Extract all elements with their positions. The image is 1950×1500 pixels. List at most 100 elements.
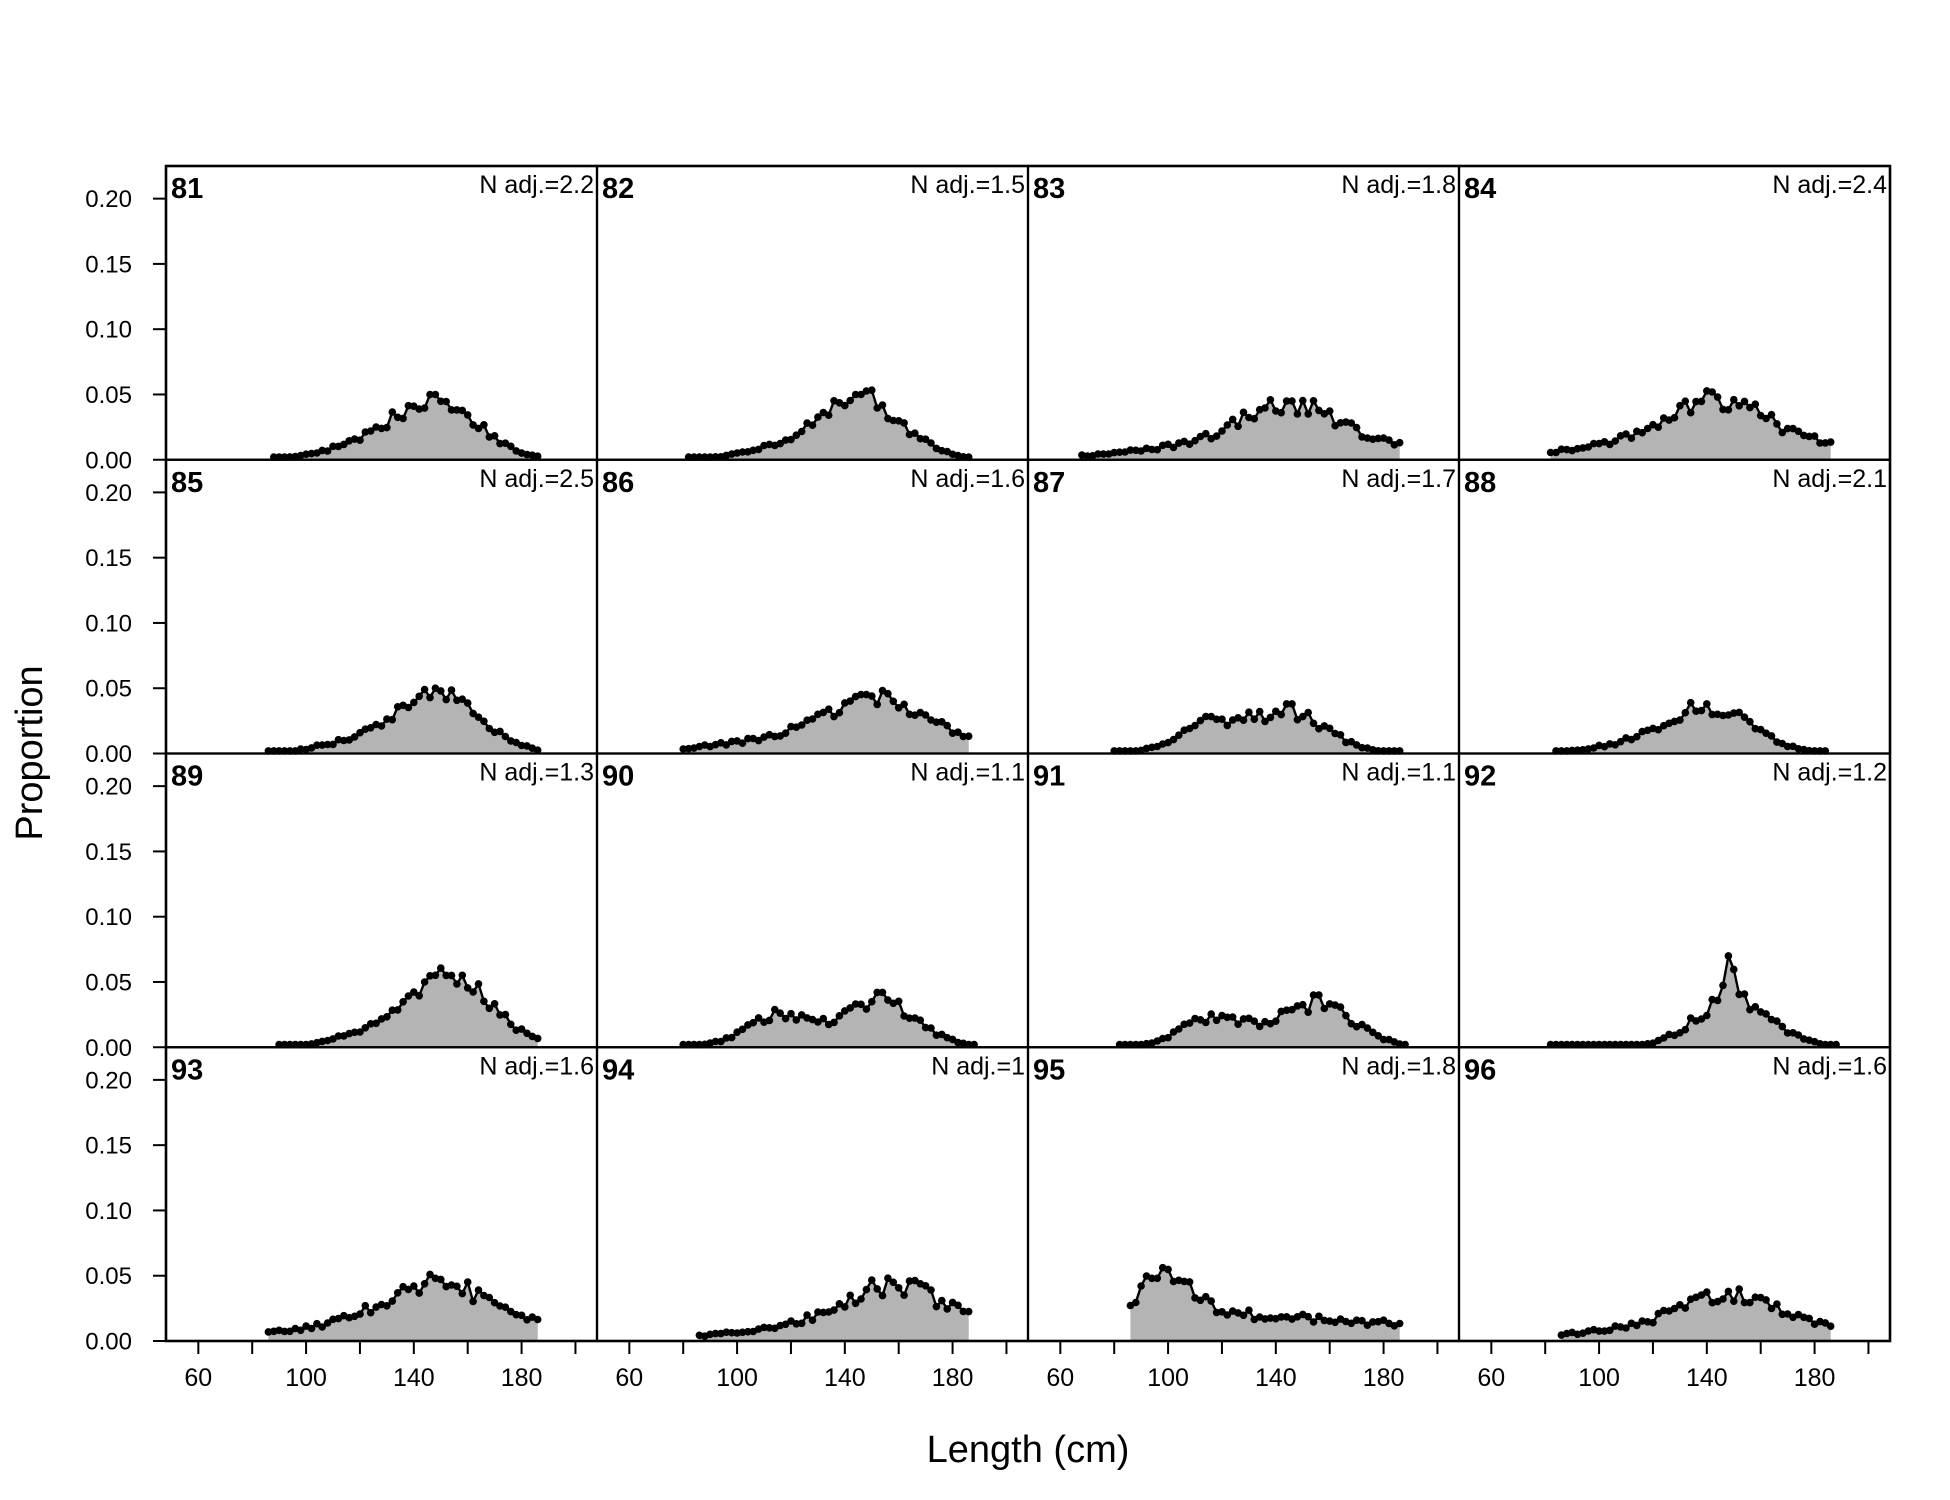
data-point — [711, 1037, 720, 1046]
data-point — [803, 1311, 811, 1319]
panel-96-n-adj: N adj.=1.6 — [1772, 1052, 1887, 1080]
data-point — [1681, 397, 1690, 406]
data-point — [857, 1295, 865, 1303]
data-point — [1218, 427, 1226, 435]
data-point — [851, 1299, 860, 1308]
data-point — [1202, 1292, 1210, 1301]
data-point — [711, 1329, 720, 1338]
data-point — [501, 732, 510, 741]
data-point — [1773, 1017, 1781, 1025]
data-point — [932, 718, 941, 726]
data-point — [329, 740, 337, 749]
data-point — [1643, 424, 1652, 433]
data-point — [1805, 1314, 1813, 1323]
data-point — [771, 1005, 779, 1014]
data-point — [679, 745, 687, 753]
data-point — [1202, 712, 1210, 721]
data-point — [485, 724, 494, 733]
data-point — [1595, 1327, 1603, 1335]
data-point — [1740, 1298, 1749, 1307]
data-point — [1676, 716, 1684, 724]
data-point — [727, 1328, 736, 1337]
data-point — [404, 992, 413, 1000]
panel-91: 91 N adj.=1.1 — [1026, 752, 1461, 1049]
panel-85: 85 N adj.=2.5 — [164, 458, 599, 755]
data-point — [824, 705, 833, 713]
data-point — [485, 1004, 494, 1013]
data-point — [334, 1032, 343, 1040]
data-point — [1751, 1293, 1760, 1301]
data-point — [1756, 725, 1765, 734]
data-point — [792, 1016, 801, 1024]
data-point — [1234, 422, 1242, 431]
data-point — [830, 712, 838, 721]
data-point — [447, 686, 456, 694]
data-point — [1212, 432, 1221, 440]
data-point — [1611, 437, 1619, 445]
data-point — [835, 708, 844, 717]
data-point — [426, 390, 434, 399]
data-point — [889, 1278, 898, 1287]
data-point — [1746, 1298, 1754, 1307]
panel-91-frame — [1026, 752, 1461, 1049]
data-point — [313, 741, 321, 749]
data-point — [496, 727, 504, 736]
data-point — [1325, 407, 1334, 415]
panel-90-n-adj: N adj.=1.1 — [910, 759, 1025, 787]
x-tick-label: 140 — [393, 1364, 435, 1392]
data-point — [868, 386, 876, 395]
data-point — [911, 429, 919, 438]
data-point — [938, 718, 946, 726]
data-point — [1255, 1022, 1264, 1031]
data-point — [1686, 408, 1695, 417]
data-point — [857, 390, 865, 399]
data-point — [792, 431, 801, 440]
panel-89-area — [279, 968, 538, 1048]
data-point — [754, 445, 763, 454]
data-point — [1719, 1295, 1727, 1303]
data-point — [1730, 965, 1738, 974]
data-point — [1670, 1304, 1679, 1313]
data-point — [1266, 396, 1275, 404]
data-point — [410, 1282, 418, 1290]
data-point — [1185, 1278, 1194, 1286]
data-point — [959, 732, 968, 741]
data-point — [1110, 448, 1118, 457]
data-point — [517, 741, 526, 750]
y-tick-label: 0.05 — [85, 969, 132, 996]
data-point — [927, 1024, 935, 1032]
data-point — [1740, 397, 1749, 406]
data-point — [393, 1289, 402, 1297]
data-point — [329, 442, 337, 451]
data-point — [814, 1018, 822, 1026]
data-point — [1309, 1318, 1318, 1326]
data-point — [350, 733, 359, 741]
data-point — [1228, 1013, 1237, 1021]
data-point — [1309, 991, 1318, 999]
data-point — [1379, 1035, 1388, 1044]
data-point — [1805, 432, 1813, 441]
data-point — [1277, 1313, 1285, 1321]
y-tick-label: 0.00 — [85, 1035, 132, 1062]
data-point — [862, 1005, 871, 1013]
data-point — [846, 697, 854, 705]
data-point — [1299, 1000, 1307, 1009]
data-point — [717, 1037, 725, 1046]
panel-89-label: 89 — [171, 761, 203, 793]
data-point — [738, 739, 747, 747]
data-point — [1304, 1312, 1312, 1321]
panel-81: 81 N adj.=2.2 — [164, 164, 599, 461]
data-point — [1692, 397, 1700, 406]
data-point — [857, 1000, 865, 1009]
data-point — [1708, 710, 1716, 719]
data-point — [463, 1278, 472, 1286]
data-point — [1633, 1321, 1641, 1330]
panel-91-n-adj: N adj.=1.1 — [1341, 759, 1456, 787]
y-tick-label: 0.15 — [85, 251, 132, 278]
panel-95-frame — [1026, 1046, 1461, 1343]
x-tick-label: 60 — [1046, 1364, 1074, 1392]
data-point — [878, 401, 887, 409]
data-point — [490, 1000, 499, 1008]
data-point — [1773, 1300, 1781, 1308]
